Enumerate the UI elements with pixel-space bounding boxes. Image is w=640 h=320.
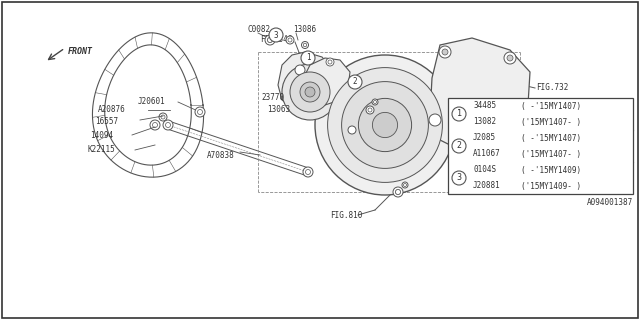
Text: J20881: J20881 [473, 181, 500, 190]
Text: 2: 2 [456, 141, 461, 150]
Circle shape [295, 65, 305, 75]
Text: 14094: 14094 [90, 132, 113, 140]
Circle shape [301, 42, 308, 49]
Circle shape [268, 37, 273, 43]
Circle shape [195, 107, 205, 117]
Circle shape [286, 36, 294, 44]
Text: ('15MY1407- ): ('15MY1407- ) [521, 149, 581, 158]
Circle shape [290, 72, 330, 112]
Circle shape [515, 112, 521, 118]
Circle shape [396, 189, 401, 195]
Text: 1: 1 [456, 109, 461, 118]
Text: ( -'15MY1407): ( -'15MY1407) [521, 101, 581, 110]
Polygon shape [430, 38, 530, 150]
Circle shape [429, 114, 441, 126]
Circle shape [313, 85, 323, 95]
Circle shape [393, 187, 403, 197]
Text: 34485: 34485 [473, 101, 496, 110]
Circle shape [358, 98, 412, 152]
Circle shape [163, 120, 173, 130]
Circle shape [303, 43, 307, 47]
Text: A20876: A20876 [98, 106, 125, 115]
Circle shape [372, 112, 397, 138]
Circle shape [326, 58, 334, 66]
Text: 0104S: 0104S [473, 165, 496, 174]
Circle shape [301, 51, 315, 65]
Text: FIG.810: FIG.810 [330, 212, 362, 220]
Circle shape [452, 107, 466, 121]
Circle shape [269, 28, 283, 42]
Circle shape [402, 182, 408, 188]
Circle shape [374, 100, 376, 103]
Circle shape [403, 183, 406, 187]
Text: ( -'15MY1409): ( -'15MY1409) [521, 165, 581, 174]
Circle shape [372, 99, 378, 105]
Text: J2085: J2085 [473, 133, 496, 142]
Circle shape [282, 64, 338, 120]
Circle shape [161, 115, 165, 119]
Circle shape [159, 113, 167, 121]
Circle shape [368, 108, 372, 112]
Circle shape [288, 38, 292, 42]
Text: 23770: 23770 [262, 93, 285, 102]
Text: 1: 1 [306, 53, 310, 62]
Circle shape [396, 189, 401, 195]
Text: 13061: 13061 [370, 121, 393, 130]
Text: ('15MY1407- ): ('15MY1407- ) [521, 117, 581, 126]
Circle shape [265, 35, 275, 45]
Circle shape [198, 109, 202, 115]
Circle shape [452, 171, 466, 185]
Text: ( -'15MY1407): ( -'15MY1407) [521, 133, 581, 142]
Text: 16557: 16557 [95, 116, 118, 125]
Bar [448, 98, 633, 194]
Text: 13082: 13082 [473, 117, 496, 126]
Polygon shape [278, 52, 338, 112]
Text: FIG.346: FIG.346 [260, 35, 292, 44]
Circle shape [150, 120, 160, 130]
Text: K22115: K22115 [88, 146, 116, 155]
Circle shape [300, 82, 320, 102]
Text: ('15MY1409- ): ('15MY1409- ) [521, 181, 581, 190]
Circle shape [507, 55, 513, 61]
Text: 11717: 11717 [468, 118, 491, 127]
Circle shape [328, 60, 332, 64]
Text: FIG.094-4: FIG.094-4 [478, 140, 520, 149]
Circle shape [303, 167, 313, 177]
Circle shape [504, 52, 516, 64]
Circle shape [268, 37, 273, 43]
Text: A094001387: A094001387 [587, 198, 633, 207]
Text: A11067: A11067 [473, 149, 500, 158]
Circle shape [457, 139, 463, 145]
Text: FRONT: FRONT [68, 46, 93, 55]
Text: J20601: J20601 [138, 98, 166, 107]
Circle shape [442, 49, 448, 55]
Circle shape [166, 123, 170, 127]
Circle shape [348, 75, 362, 89]
Polygon shape [305, 58, 350, 105]
Circle shape [305, 87, 315, 97]
Text: 3: 3 [456, 173, 461, 182]
Circle shape [152, 123, 157, 127]
Circle shape [328, 68, 442, 182]
Text: FIG.732: FIG.732 [536, 84, 568, 92]
Text: 2: 2 [353, 77, 357, 86]
Circle shape [439, 46, 451, 58]
Circle shape [366, 106, 374, 114]
Circle shape [342, 82, 428, 168]
Text: 3: 3 [274, 30, 278, 39]
Text: 13063: 13063 [267, 106, 290, 115]
Circle shape [315, 55, 455, 195]
Circle shape [305, 170, 310, 174]
Text: C0082: C0082 [248, 26, 271, 35]
Circle shape [452, 139, 466, 153]
Text: A70838: A70838 [207, 151, 235, 161]
Circle shape [348, 126, 356, 134]
Text: 13086: 13086 [293, 26, 316, 35]
Circle shape [454, 136, 466, 148]
Circle shape [512, 109, 524, 121]
